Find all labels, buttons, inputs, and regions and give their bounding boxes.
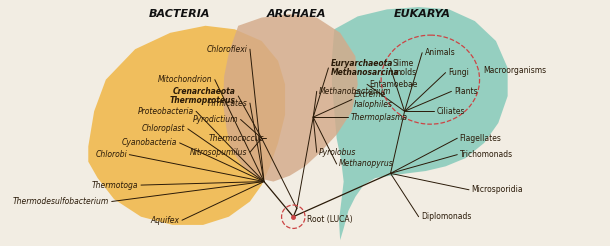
Text: Slime
molds: Slime molds (393, 59, 416, 77)
Text: Proteobacteria: Proteobacteria (138, 107, 194, 116)
Text: EUKARYA: EUKARYA (393, 9, 451, 19)
Text: Thermoplasma: Thermoplasma (351, 113, 407, 122)
Text: Chloroflexi: Chloroflexi (207, 45, 248, 54)
Text: Plants: Plants (454, 87, 478, 96)
Text: BACTERIA: BACTERIA (149, 9, 210, 19)
Polygon shape (88, 26, 285, 225)
Text: Extreme
halophiles: Extreme halophiles (354, 90, 393, 109)
Text: Flagellates: Flagellates (459, 134, 501, 143)
Text: Methanopyrus: Methanopyrus (339, 159, 393, 169)
Text: Cyanobacteria: Cyanobacteria (122, 138, 178, 147)
Text: Fungi: Fungi (448, 68, 469, 77)
Text: Methanobacterium: Methanobacterium (319, 87, 392, 96)
Text: Firmicates: Firmicates (208, 99, 248, 108)
Text: Euryarchaeota
Methanosarcina: Euryarchaeota Methanosarcina (331, 59, 400, 77)
Text: Diplomonads: Diplomonads (421, 212, 472, 221)
Text: Entamoebae: Entamoebae (370, 80, 418, 89)
Text: ARCHAEA: ARCHAEA (267, 9, 326, 19)
Text: Thermococcus: Thermococcus (209, 134, 264, 143)
Text: Ciliates: Ciliates (436, 107, 465, 116)
Text: Macroorganisms: Macroorganisms (483, 66, 546, 75)
Text: Nitrosopumilus: Nitrosopumilus (190, 148, 248, 157)
Text: Chlorobi: Chlorobi (95, 150, 127, 159)
Text: Thermodesulfobacterium: Thermodesulfobacterium (13, 197, 109, 206)
Text: Pyrolobus: Pyrolobus (319, 148, 356, 157)
Text: Trichomonads: Trichomonads (459, 150, 513, 159)
Text: Chloroplast: Chloroplast (142, 124, 185, 133)
Text: Aquifex: Aquifex (151, 216, 180, 225)
Polygon shape (223, 14, 357, 182)
Polygon shape (332, 7, 508, 240)
Text: Thermotoga: Thermotoga (92, 181, 138, 190)
Text: Root (LUCA): Root (LUCA) (307, 215, 353, 224)
Text: Pyrodictium: Pyrodictium (193, 115, 239, 124)
Text: Mitochondrion: Mitochondrion (158, 75, 212, 84)
Text: Crenarchaeota
Thermoproteus: Crenarchaeota Thermoproteus (170, 87, 236, 105)
Text: Microsporidia: Microsporidia (472, 185, 523, 194)
Text: Animals: Animals (425, 48, 455, 57)
